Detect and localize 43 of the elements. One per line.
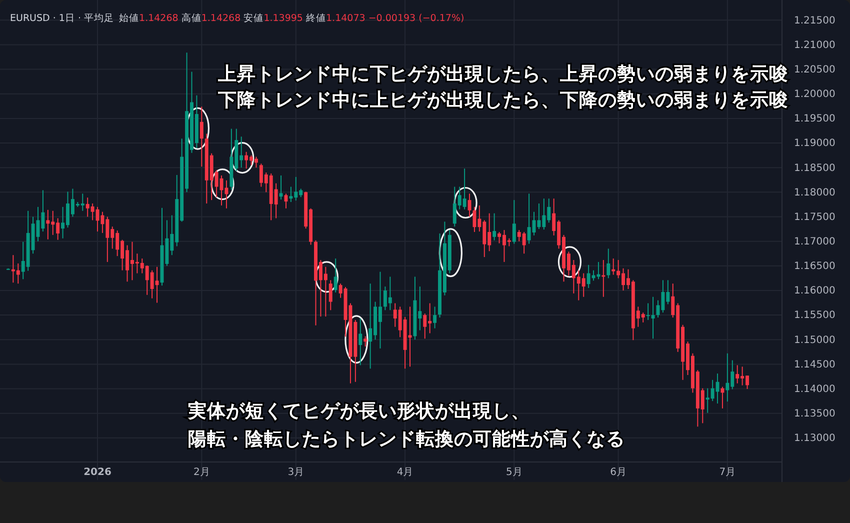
y-tick-label: 1.21000 — [794, 40, 836, 51]
y-tick-label: 1.20500 — [794, 64, 836, 76]
x-tick-label: 4月 — [396, 467, 414, 478]
y-tick-label: 1.18000 — [794, 187, 836, 198]
y-tick-label: 1.17500 — [794, 212, 836, 223]
candlestick — [279, 174, 283, 200]
y-tick-label: 1.14500 — [794, 359, 836, 370]
y-tick-label: 1.13000 — [794, 433, 836, 444]
x-tick-label: 2月 — [193, 467, 210, 478]
x-tick-label: 5月 — [506, 467, 522, 478]
candlestick — [433, 306, 437, 329]
y-tick-label: 1.14000 — [794, 384, 836, 395]
candlestick — [364, 336, 368, 347]
y-tick-label: 1.18500 — [794, 162, 836, 174]
y-tick-label: 1.19000 — [794, 138, 836, 150]
y-tick-label: 1.17000 — [794, 236, 836, 248]
candlestick — [720, 386, 724, 409]
candlestick — [606, 248, 610, 279]
x-tick-label: 2026 — [84, 467, 112, 478]
y-tick-label: 1.13500 — [794, 408, 836, 420]
candlestick — [492, 212, 496, 241]
y-tick-label: 1.15500 — [794, 310, 836, 322]
y-tick-label: 1.16500 — [794, 261, 836, 272]
y-tick-label: 1.16000 — [794, 286, 836, 297]
candlestick — [358, 318, 362, 366]
x-tick-label: 3月 — [288, 467, 304, 478]
candlestick — [602, 260, 606, 298]
y-tick-label: 1.19500 — [794, 114, 836, 125]
annotation: 陽転・陰転したらトレンド転換の可能性が高くなる — [188, 428, 625, 450]
text: 始値1.14268 高値1.14268 安値1.13995 終値1.14073 −0.00193 (−0.17%) — [119, 13, 464, 24]
annotation: 実体が短くてヒゲが長い形状が出現し、 — [187, 400, 530, 422]
x-tick-label: 6月 — [610, 467, 626, 478]
candlestick — [328, 280, 332, 311]
x-tick-label: 7月 — [719, 467, 736, 478]
annotation: 下降トレンド中に上ヒゲが出現したら、下降の勢いの弱まりを示唆 — [217, 89, 788, 111]
candlestick — [200, 106, 204, 168]
candlestick — [512, 200, 516, 244]
y-tick-label: 1.21500 — [794, 15, 836, 26]
y-tick-label: 1.20000 — [794, 89, 836, 100]
annotation: 上昇トレンド中に下ヒゲが出現したら、上昇の勢いの弱まりを示唆 — [217, 63, 788, 85]
y-tick-label: 1.15000 — [794, 334, 836, 346]
text: EURUSD · 1日 · 平均足 — [10, 12, 114, 24]
candlestick — [334, 258, 338, 293]
